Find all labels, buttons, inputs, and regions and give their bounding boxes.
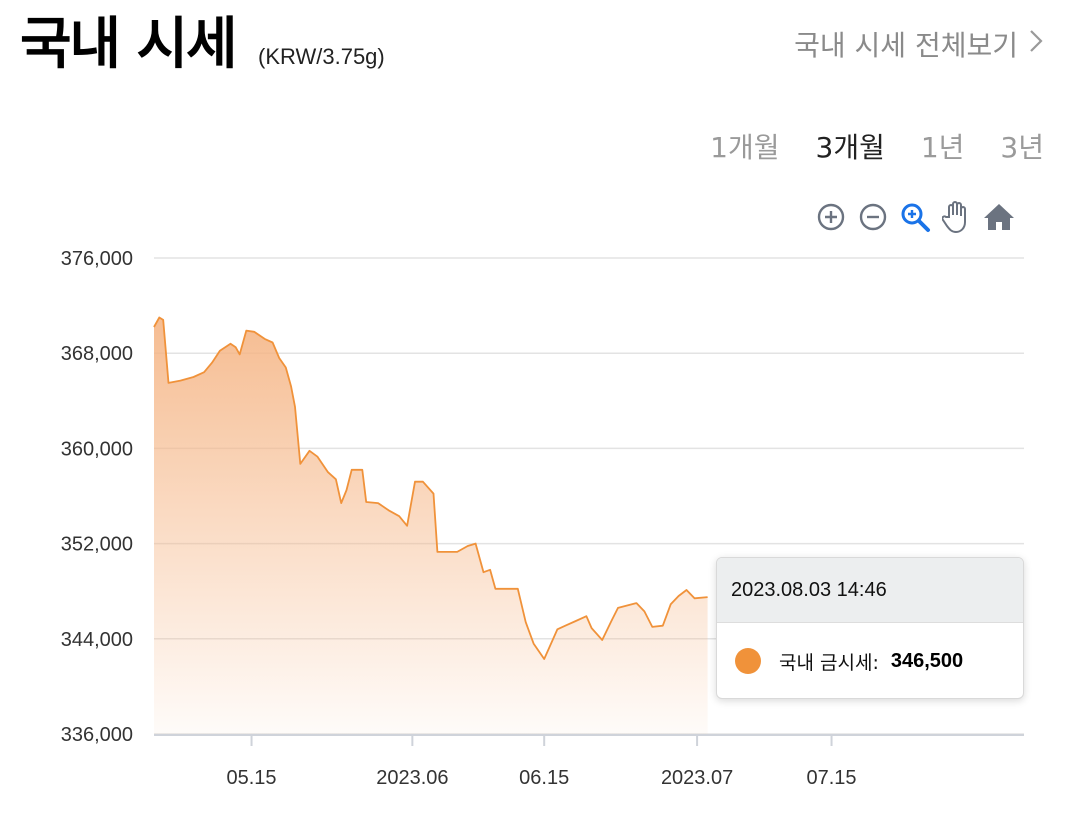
tooltip-series-marker bbox=[735, 648, 761, 674]
x-tick-label: 2023.06 bbox=[376, 767, 448, 789]
tab-3-months[interactable]: 3개월 bbox=[815, 131, 885, 164]
tooltip-date: 2023.08.03 14:46 bbox=[717, 558, 1023, 623]
page-title: 국내 시세 bbox=[20, 12, 238, 77]
series-area-fill bbox=[154, 317, 708, 734]
y-tick-label: 376,000 bbox=[61, 248, 133, 270]
unit-label: (KRW/3.75g) bbox=[258, 44, 385, 69]
zoom-in-icon[interactable] bbox=[814, 200, 848, 234]
y-tick-label: 344,000 bbox=[61, 629, 133, 651]
chart-toolbar bbox=[814, 200, 1016, 234]
series-points bbox=[153, 317, 708, 660]
view-all-label: 국내 시세 전체보기 bbox=[794, 29, 1018, 62]
chevron-right-icon bbox=[1028, 27, 1044, 62]
period-tabs: 1개월 3개월 1년 3년 bbox=[710, 126, 1044, 166]
x-tick-label: 05.15 bbox=[227, 767, 277, 789]
chart-tooltip: 2023.08.03 14:46 국내 금시세: 346,500 bbox=[716, 557, 1024, 699]
tab-1-month[interactable]: 1개월 bbox=[710, 131, 780, 164]
x-tick-label: 2023.07 bbox=[661, 767, 733, 789]
x-tick-label: 06.15 bbox=[519, 767, 569, 789]
y-tick-label: 336,000 bbox=[61, 724, 133, 746]
tab-3-years[interactable]: 3년 bbox=[1000, 131, 1044, 164]
zoom-out-icon[interactable] bbox=[856, 200, 890, 234]
pan-hand-icon[interactable] bbox=[940, 200, 974, 234]
y-tick-label: 368,000 bbox=[61, 343, 133, 365]
tab-1-year[interactable]: 1년 bbox=[920, 131, 965, 164]
y-tick-label: 360,000 bbox=[61, 438, 133, 460]
y-axis: 376,000 368,000 360,000 352,000 344,000 336,0… bbox=[61, 248, 133, 746]
x-tick-label: 07.15 bbox=[807, 767, 857, 789]
view-all-link[interactable]: 국내 시세 전체보기 bbox=[794, 24, 1044, 64]
x-axis: 05.15 2023.06 06.15 2023.07 07.15 bbox=[154, 734, 1024, 789]
selection-zoom-icon[interactable] bbox=[898, 200, 932, 234]
reset-home-icon[interactable] bbox=[982, 200, 1016, 234]
tooltip-value: 346,500 bbox=[890, 649, 964, 672]
tooltip-label: 국내 금시세: bbox=[779, 651, 879, 674]
y-tick-label: 352,000 bbox=[61, 534, 133, 556]
